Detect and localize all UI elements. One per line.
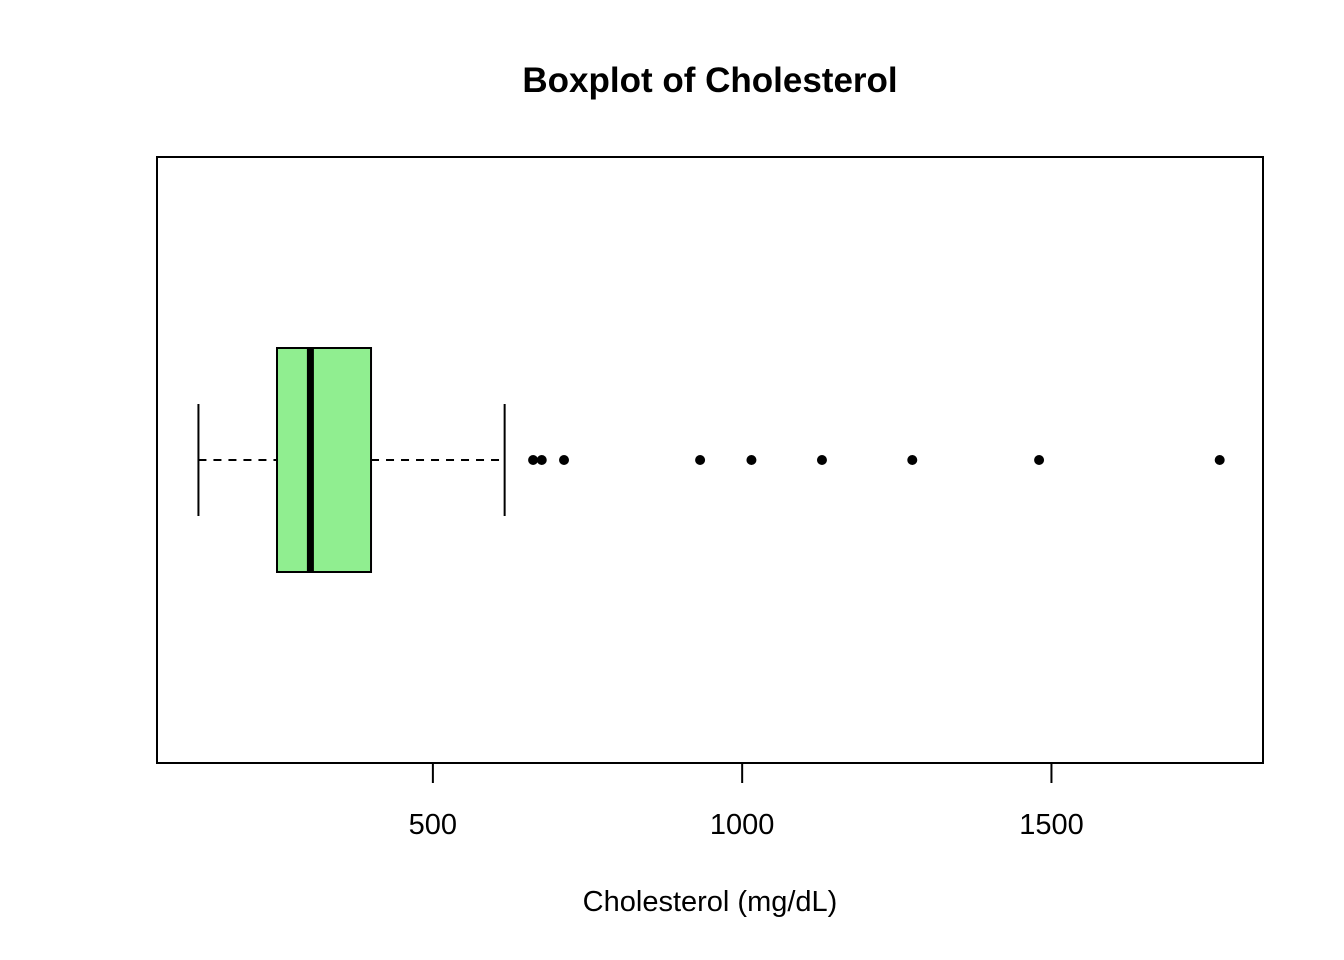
outlier-point (1034, 455, 1045, 465)
outlier-layer (528, 455, 1225, 465)
outlier-point (536, 455, 547, 465)
outlier-point (528, 455, 539, 465)
box-layer (197, 347, 506, 573)
outlier-point (816, 455, 827, 465)
outlier-point (746, 455, 757, 465)
x-axis: 500 1000 1500 (409, 762, 1084, 841)
x-axis-label: Cholesterol (mg/dL) (583, 886, 838, 918)
x-tick-label: 1500 (1019, 809, 1084, 841)
chart-title: Boxplot of Cholesterol (522, 61, 897, 100)
iqr-box (276, 347, 373, 573)
outlier-point (1214, 455, 1225, 465)
outlier-point (695, 455, 706, 465)
x-tick-label: 500 (409, 809, 457, 841)
outlier-point (907, 455, 918, 465)
x-tick-label: 1000 (710, 809, 775, 841)
outlier-point (559, 455, 570, 465)
